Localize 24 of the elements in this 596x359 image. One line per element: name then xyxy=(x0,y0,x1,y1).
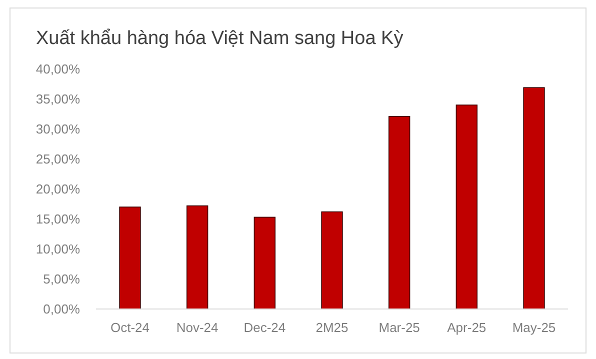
bar xyxy=(321,211,343,310)
x-tick-label: Oct-24 xyxy=(110,320,150,335)
y-tick-label: 0,00% xyxy=(43,302,80,317)
bar xyxy=(523,87,545,310)
y-tick-label: 10,00% xyxy=(36,242,80,257)
x-tick-label: Nov-24 xyxy=(176,320,218,335)
y-tick-label: 5,00% xyxy=(43,272,80,287)
y-tick-label: 20,00% xyxy=(36,182,80,197)
bar xyxy=(388,116,410,310)
bar xyxy=(119,206,141,310)
bar xyxy=(456,104,478,310)
bar xyxy=(254,216,276,310)
x-tick-label: 2M25 xyxy=(316,320,348,335)
x-tick-label: Mar-25 xyxy=(378,320,420,335)
y-tick-label: 15,00% xyxy=(36,212,80,227)
y-tick-label: 30,00% xyxy=(36,122,80,137)
x-tick-label: May-25 xyxy=(512,320,556,335)
y-tick-label: 25,00% xyxy=(36,152,80,167)
chart-title: Xuất khẩu hàng hóa Việt Nam sang Hoa Kỳ xyxy=(36,28,404,49)
y-tick-label: 35,00% xyxy=(36,92,80,107)
x-tick-label: Dec-24 xyxy=(244,320,286,335)
x-tick-label: Apr-25 xyxy=(447,320,486,335)
y-tick-label: 40,00% xyxy=(36,62,80,77)
bar xyxy=(186,205,208,310)
